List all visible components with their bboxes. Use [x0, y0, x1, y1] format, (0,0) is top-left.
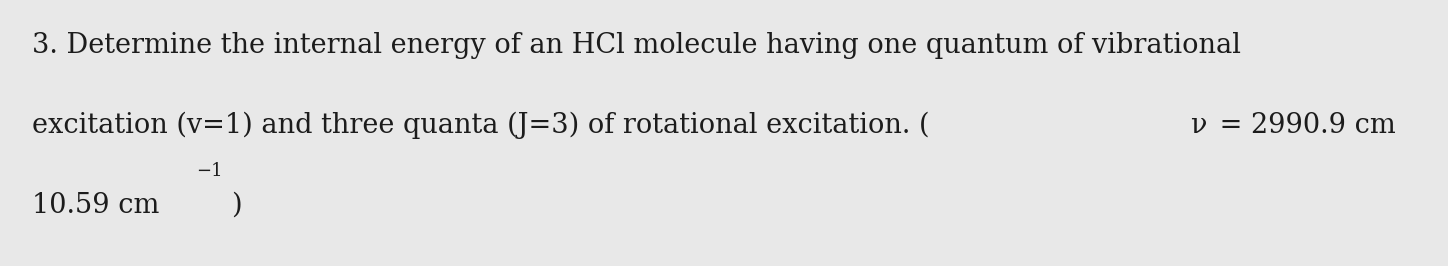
Text: ν: ν: [1190, 112, 1206, 139]
Text: 3. Determine the internal energy of an HCl molecule having one quantum of vibrat: 3. Determine the internal energy of an H…: [32, 32, 1241, 59]
Text: −1: −1: [197, 161, 223, 180]
Text: ): ): [230, 192, 242, 219]
Text: 10.59 cm: 10.59 cm: [32, 192, 159, 219]
Text: excitation (v=1) and three quanta (J=3) of rotational excitation. (: excitation (v=1) and three quanta (J=3) …: [32, 112, 930, 139]
Text: = 2990.9 cm: = 2990.9 cm: [1211, 112, 1396, 139]
